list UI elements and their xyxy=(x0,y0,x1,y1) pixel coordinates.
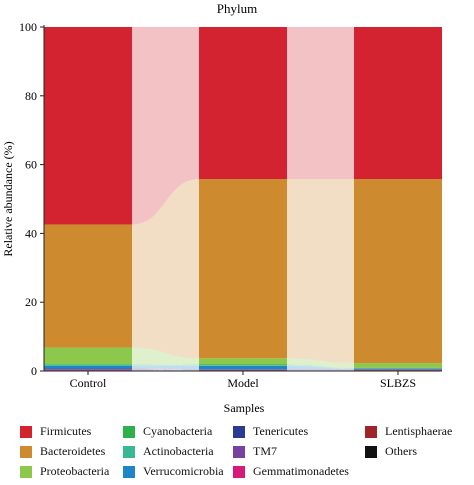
legend-item-tm7: TM7 xyxy=(233,444,277,459)
bar-segment-cyanobacteria-model xyxy=(199,364,287,366)
flow-areas xyxy=(132,27,354,371)
legend-item-proteobacteria: Proteobacteria xyxy=(20,464,109,479)
legend-swatch xyxy=(365,425,377,438)
bar-segment-firmicutes-slbzs xyxy=(354,27,442,180)
y-axis-label: Relative abundance (%) xyxy=(1,141,15,256)
bar-segment-firmicutes-control xyxy=(44,27,132,225)
legend-swatch xyxy=(20,425,32,438)
flow-actinobacteria-0 xyxy=(132,364,199,366)
bar-segment-bacteroidetes-control xyxy=(44,224,132,348)
flow-proteobacteria-1 xyxy=(287,358,354,368)
bar-segment-proteobacteria-model xyxy=(199,358,287,365)
flow-firmicutes-0 xyxy=(132,27,199,225)
bar-stacks xyxy=(44,27,442,371)
x-axis-label: Samples xyxy=(224,401,265,415)
legend-label: Proteobacteria xyxy=(40,464,110,478)
flow-verrucomicrobia-0 xyxy=(132,365,199,370)
legend-swatch xyxy=(123,465,135,478)
flow-tenericutes-0 xyxy=(132,368,199,370)
stacked-bar-chart: Phylum Relative abundance (%) Samples 0 2… xyxy=(1,1,442,415)
x-tick-label-control: Control xyxy=(70,376,107,390)
chart-title: Phylum xyxy=(217,1,257,16)
y-tick-label-80: 80 xyxy=(25,89,37,103)
flow-cyanobacteria-0 xyxy=(132,364,199,366)
bar-segment-verrucomicrobia-control xyxy=(44,365,132,369)
bar-segment-bacteroidetes-model xyxy=(199,179,287,359)
flow-lentisphaerae-0 xyxy=(132,369,199,371)
flow-firmicutes-1 xyxy=(287,27,354,180)
x-tick-label-slbzs: SLBZS xyxy=(380,376,416,390)
legend-item-verrucomicrobia: Verrucomicrobia xyxy=(123,464,224,479)
legend-label: Cyanobacteria xyxy=(143,424,213,438)
bar-segment-firmicutes-model xyxy=(199,27,287,180)
legend-swatch xyxy=(365,445,377,458)
legend-item-tenericutes: Tenericutes xyxy=(233,424,308,439)
bar-segment-bacteroidetes-slbzs xyxy=(354,179,442,364)
legend-label: Gemmatimonadetes xyxy=(253,464,349,478)
flow-proteobacteria-0 xyxy=(132,347,199,365)
flow-bacteroidetes-0 xyxy=(132,179,199,359)
bar-segment-actinobacteria-control xyxy=(44,364,132,366)
legend-label: Others xyxy=(385,444,417,458)
legend-label: Verrucomicrobia xyxy=(143,464,224,478)
legend-label: Firmicutes xyxy=(40,424,92,438)
legend-item-bacteroidetes: Bacteroidetes xyxy=(20,444,105,459)
y-tick-label-20: 20 xyxy=(25,295,37,309)
legend-swatch xyxy=(20,465,32,478)
legend-label: TM7 xyxy=(253,444,277,458)
legend-item-gemmatimonadetes: Gemmatimonadetes xyxy=(233,464,349,479)
y-tick-label-40: 40 xyxy=(25,226,37,240)
bar-segment-proteobacteria-control xyxy=(44,347,132,365)
flow-verrucomicrobia-1 xyxy=(287,365,354,370)
bar-segment-verrucomicrobia-slbzs xyxy=(354,368,442,370)
bar-segment-proteobacteria-slbzs xyxy=(354,363,442,368)
bar-segment-verrucomicrobia-model xyxy=(199,365,287,370)
flow-bacteroidetes-1 xyxy=(287,179,354,364)
legend-swatch xyxy=(20,445,32,458)
y-tick-label-0: 0 xyxy=(31,364,37,378)
legend-item-firmicutes: Firmicutes xyxy=(20,424,91,439)
bar-segment-actinobacteria-model xyxy=(199,365,287,366)
x-tick-label-model: Model xyxy=(227,376,259,390)
flow-gemmatimonadetes-0 xyxy=(132,369,199,371)
bar-segment-cyanobacteria-control xyxy=(44,364,132,365)
y-tick-label-100: 100 xyxy=(19,20,37,34)
legend-swatch xyxy=(123,425,135,438)
flow-cyanobacteria-1 xyxy=(287,364,354,369)
legend-item-lentisphaerae: Lentisphaerae xyxy=(365,424,452,439)
y-tick-label-60: 60 xyxy=(25,158,37,172)
bar-segment-tenericutes-control xyxy=(44,368,132,370)
legend-label: Actinobacteria xyxy=(143,444,214,458)
legend-item-actinobacteria: Actinobacteria xyxy=(123,444,214,459)
flow-tm7-0 xyxy=(132,369,199,370)
legend-swatch xyxy=(123,445,135,458)
legend-label: Lentisphaerae xyxy=(385,424,453,438)
legend-label: Bacteroidetes xyxy=(40,444,106,458)
legend-swatch xyxy=(233,445,245,458)
legend-item-others: Others xyxy=(365,444,417,459)
legend-swatch xyxy=(233,465,245,478)
axes: 0 20 40 60 80 100 Control Model SLBZS xyxy=(19,20,442,390)
legend-item-cyanobacteria: Cyanobacteria xyxy=(123,424,212,439)
legend-label: Tenericutes xyxy=(253,424,309,438)
flow-actinobacteria-1 xyxy=(287,365,354,369)
legend-swatch xyxy=(233,425,245,438)
